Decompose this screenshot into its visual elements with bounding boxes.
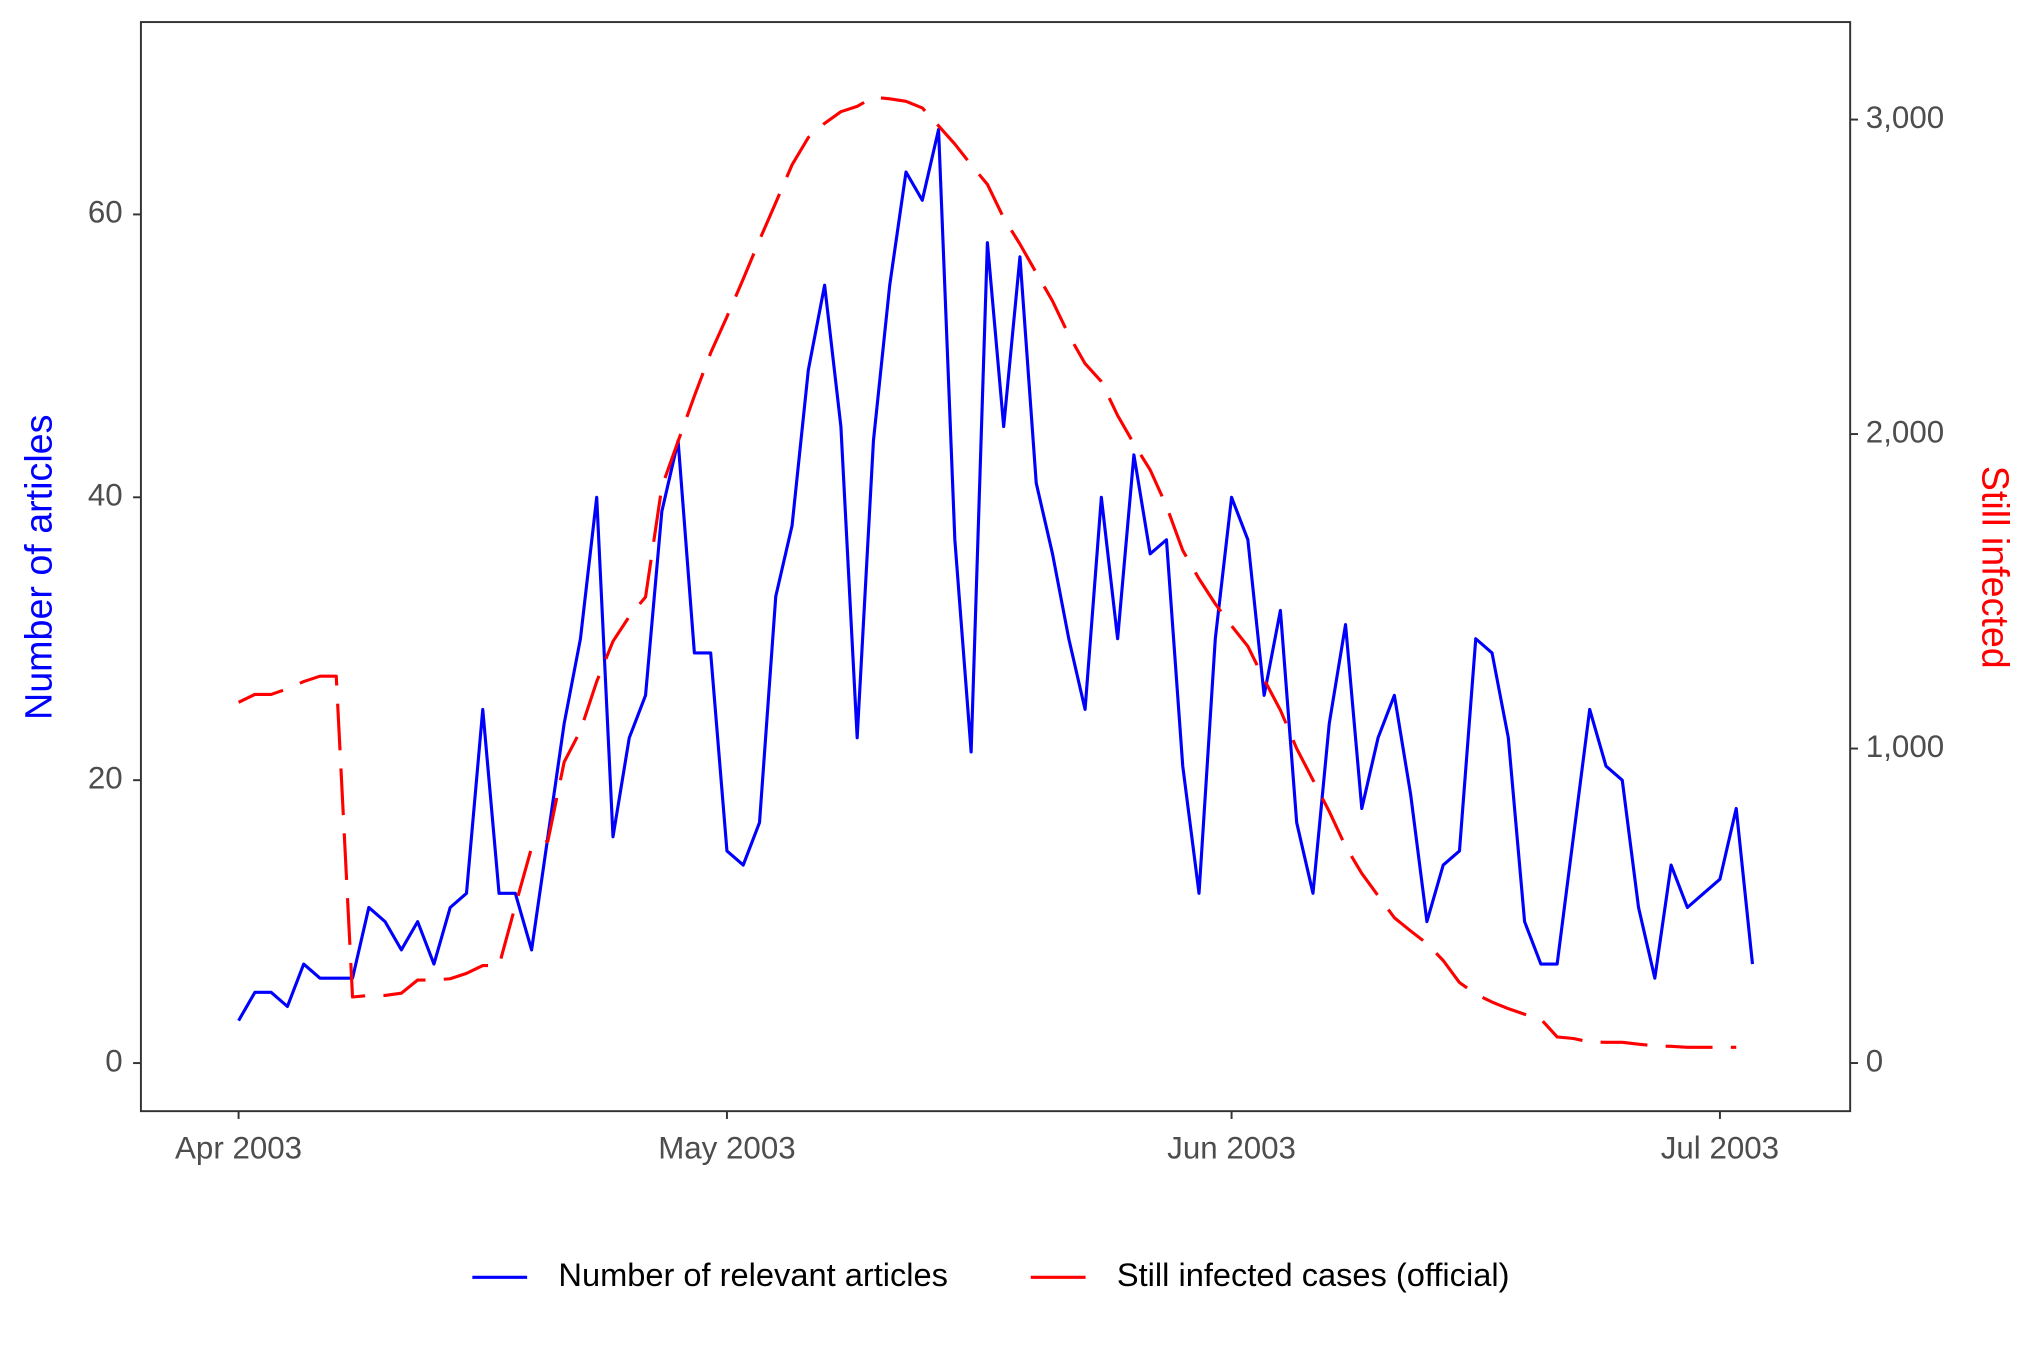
panel-border [139,21,1852,1113]
y-tick-label: 40 [88,478,123,513]
series-line [237,128,1755,1022]
y2-axis-title: Still infected [1974,466,2016,669]
legend-label: Number of relevant articles [558,1257,948,1293]
y-tick-label: 0 [105,1043,122,1078]
x-tick-label: Apr 2003 [175,1130,302,1165]
x-tick-label: May 2003 [658,1130,795,1165]
x-tick-label: Jun 2003 [1167,1130,1296,1165]
x-tick-label: Jul 2003 [1661,1130,1779,1165]
legend-label: Still infected cases (official) [1117,1257,1510,1293]
y-tick-label: 60 [88,195,123,230]
y2-tick-label: 0 [1866,1043,1883,1078]
y2-tick-label: 3,000 [1866,100,1944,135]
y2-tick-label: 2,000 [1866,414,1944,449]
series-line [237,95,1737,1049]
y-tick-label: 20 [88,760,123,795]
y2-tick-label: 1,000 [1866,729,1944,764]
y-axis-title: Number of articles [18,415,60,720]
